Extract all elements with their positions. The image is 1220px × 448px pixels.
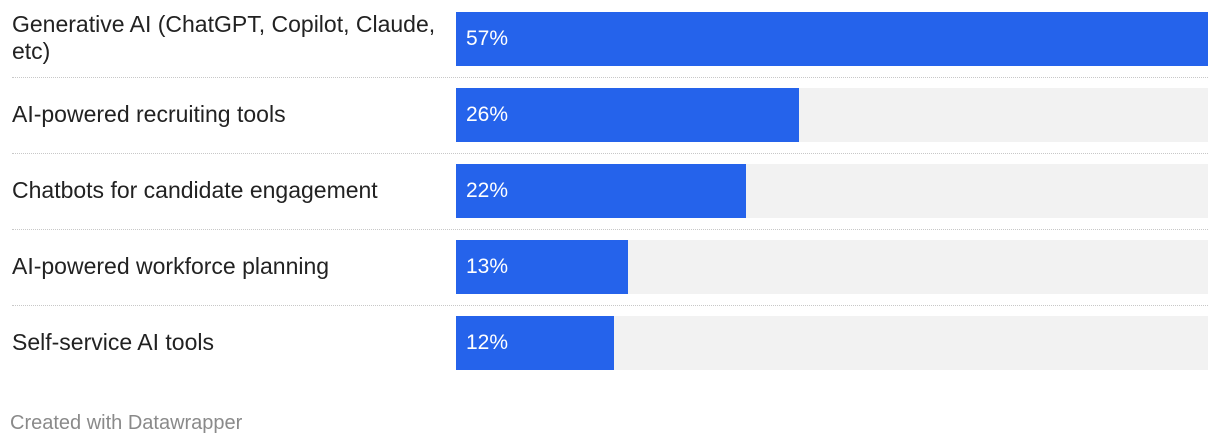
row-divider (12, 305, 1208, 306)
bar (456, 240, 628, 294)
bar (456, 12, 1208, 66)
value-label: 13% (466, 255, 509, 278)
bar-track: 26% (456, 88, 1208, 142)
bar-chart: Generative AI (ChatGPT, Copilot, Claude,… (0, 0, 1220, 380)
chart-row: AI-powered workforce planning 13% (0, 228, 1220, 304)
row-divider (12, 77, 1208, 78)
value-label: 57% (466, 27, 509, 50)
value-label: 12% (466, 331, 509, 354)
category-label: Self-service AI tools (12, 328, 214, 355)
bar-track: 57% (456, 12, 1208, 66)
row-divider (12, 229, 1208, 230)
chart-row: Chatbots for candidate engagement 22% (0, 152, 1220, 228)
category-label: Chatbots for candidate engagement (12, 176, 378, 203)
row-divider (12, 153, 1208, 154)
category-label: Generative AI (ChatGPT, Copilot, Claude,… (12, 11, 436, 64)
chart-row: Self-service AI tools 12% (0, 304, 1220, 380)
chart-row: Generative AI (ChatGPT, Copilot, Claude,… (0, 0, 1220, 76)
category-label: AI-powered recruiting tools (12, 100, 286, 127)
value-label: 22% (466, 179, 509, 202)
bar (456, 164, 746, 218)
value-label: 26% (466, 103, 509, 126)
bar (456, 316, 614, 370)
bar-track: 12% (456, 316, 1208, 370)
datawrapper-credit: Created with Datawrapper (10, 412, 243, 434)
bar-track: 22% (456, 164, 1208, 218)
bar (456, 88, 799, 142)
chart-row: AI-powered recruiting tools 26% (0, 76, 1220, 152)
category-label: AI-powered workforce planning (12, 252, 330, 279)
bar-track: 13% (456, 240, 1208, 294)
